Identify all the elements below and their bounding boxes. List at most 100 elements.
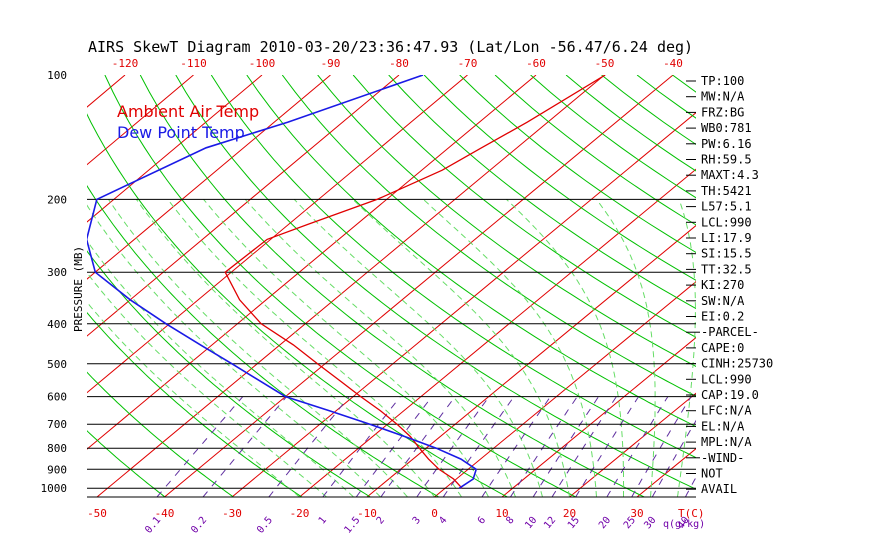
index-label: MAXT:4.3 xyxy=(701,168,759,182)
index-label: -WIND- xyxy=(701,451,744,465)
isotherm xyxy=(0,75,57,497)
pressure-tick-label: 500 xyxy=(47,358,67,371)
index-label: TT:32.5 xyxy=(701,262,752,276)
index-label: LCL:990 xyxy=(701,215,752,229)
dry-adiabat xyxy=(850,75,870,497)
moist-adiabat xyxy=(677,199,696,497)
mixing-ratio-line xyxy=(380,396,456,497)
top-temp-tick-label: -80 xyxy=(389,57,409,70)
isotherm xyxy=(96,75,605,497)
dry-adiabat xyxy=(87,371,234,497)
top-temp-tick-labels: -120 -110 -100 -90 -80 -70 -60 -50 -40 xyxy=(112,57,683,70)
index-label: L57:5.1 xyxy=(701,200,752,214)
moist-adiabat xyxy=(506,199,625,497)
moist-adiabat xyxy=(293,199,543,497)
bottom-temp-tick-label: 30 xyxy=(630,507,643,520)
bottom-temp-tick-label: -10 xyxy=(357,507,377,520)
index-label: SI:15.5 xyxy=(701,247,752,261)
moist-adiabat xyxy=(167,199,462,497)
mixing-ratio-line xyxy=(575,396,640,497)
stability-indices-panel: TP:100MW:N/AFRZ:BGWB0:781PW:6.16RH:59.5M… xyxy=(686,74,773,496)
moist-adiabat xyxy=(203,199,489,497)
isotherm xyxy=(569,392,696,497)
pressure-tick-labels: 100 200 300 400 500 600 700 800 900 1000 xyxy=(41,69,68,495)
bottom-temp-tick-label: -20 xyxy=(290,507,310,520)
dry-adiabat xyxy=(388,75,696,310)
index-label: KI:270 xyxy=(701,278,744,292)
isotherm xyxy=(434,281,696,497)
dry-adiabat xyxy=(779,75,870,497)
isotherm xyxy=(164,75,674,497)
mixing-ratio-unit-label: q(g/kg) xyxy=(663,519,705,530)
dry-adiabat xyxy=(87,311,303,497)
pressure-tick-label: 200 xyxy=(47,193,67,206)
pressure-tick-label: 600 xyxy=(47,391,67,404)
dry-adiabat xyxy=(139,75,645,497)
legend-ambient-temp: Ambient Air Temp xyxy=(117,102,259,121)
mixing-ratio-line xyxy=(606,396,669,497)
index-label: EI:0.2 xyxy=(701,310,744,324)
mixing-ratio-line xyxy=(202,396,287,497)
isotherm xyxy=(87,75,263,223)
mixing-ratio-tick-label: 0.2 xyxy=(189,515,209,536)
top-temp-tick-label: -50 xyxy=(595,57,615,70)
bottom-temp-tick-label: -30 xyxy=(222,507,242,520)
mixing-ratio-tick-label: 8 xyxy=(504,515,516,527)
moist-adiabat xyxy=(87,204,381,497)
pressure-tick-label: 900 xyxy=(47,463,67,476)
top-temp-tick-label: -60 xyxy=(526,57,546,70)
dry-adiabat xyxy=(815,75,870,497)
pressure-tick-label: 800 xyxy=(47,442,67,455)
index-label: TH:5421 xyxy=(701,184,752,198)
mixing-ratio-line xyxy=(509,396,578,497)
dry-adiabat xyxy=(104,75,576,497)
legend: Ambient Air Temp Dew Point Temp xyxy=(117,102,259,142)
mixing-ratio-tick-label: 1 xyxy=(317,515,329,527)
mixing-ratio-line xyxy=(631,396,692,497)
dry-adiabat xyxy=(281,75,696,397)
isotherm xyxy=(87,75,400,337)
isotherm xyxy=(87,75,331,280)
top-temp-tick-label: -120 xyxy=(112,57,139,70)
isotherm xyxy=(87,75,194,166)
legend-dew-point-temp: Dew Point Temp xyxy=(117,123,245,142)
index-label: TP:100 xyxy=(701,74,744,88)
pressure-tick-label: 1000 xyxy=(41,482,68,495)
pressure-tick-label: 300 xyxy=(47,266,67,279)
moist-adiabat xyxy=(135,199,435,497)
mixing-ratio-tick-label: 12 xyxy=(542,515,558,531)
bottom-temp-tick-label: 0 xyxy=(431,507,438,520)
index-label: MW:N/A xyxy=(701,90,745,104)
moist-adiabat xyxy=(87,301,300,497)
dry-adiabat xyxy=(87,113,508,497)
dry-adiabat xyxy=(87,430,166,497)
ambient-temp-line xyxy=(224,75,606,489)
index-label: CINH:25730 xyxy=(701,357,773,371)
index-label: CAPE:0 xyxy=(701,341,744,355)
index-label: LI:17.9 xyxy=(701,231,752,245)
isotherm xyxy=(231,112,696,497)
mixing-ratio-tick-label: 6 xyxy=(476,515,488,527)
index-label: FRZ:BG xyxy=(701,105,744,119)
mixing-ratio-line xyxy=(355,396,433,497)
mixing-ratio-tick-label: 3 xyxy=(411,515,423,527)
mixing-ratio-line xyxy=(322,396,401,497)
mixing-ratio-line xyxy=(156,396,244,497)
moist-adiabat xyxy=(108,199,408,497)
isotherm xyxy=(772,75,870,497)
isotherm xyxy=(299,168,696,497)
dew-point-line xyxy=(87,75,478,489)
mixing-ratio-tick-label: 0.5 xyxy=(255,515,275,536)
index-label: MPL:N/A xyxy=(701,435,752,449)
mixing-ratio-line xyxy=(442,396,515,497)
pressure-tick-label: 400 xyxy=(47,318,67,331)
top-temp-tick-label: -40 xyxy=(663,57,683,70)
bottom-temp-tick-label: -50 xyxy=(87,507,107,520)
pressure-tick-label: 100 xyxy=(47,69,67,82)
isotherm xyxy=(636,448,696,497)
index-label: CAP:19.0 xyxy=(701,388,759,402)
index-label: RH:59.5 xyxy=(701,153,752,167)
mixing-ratio-tick-label: 10 xyxy=(523,515,539,531)
mixing-ratio-line xyxy=(551,396,617,497)
